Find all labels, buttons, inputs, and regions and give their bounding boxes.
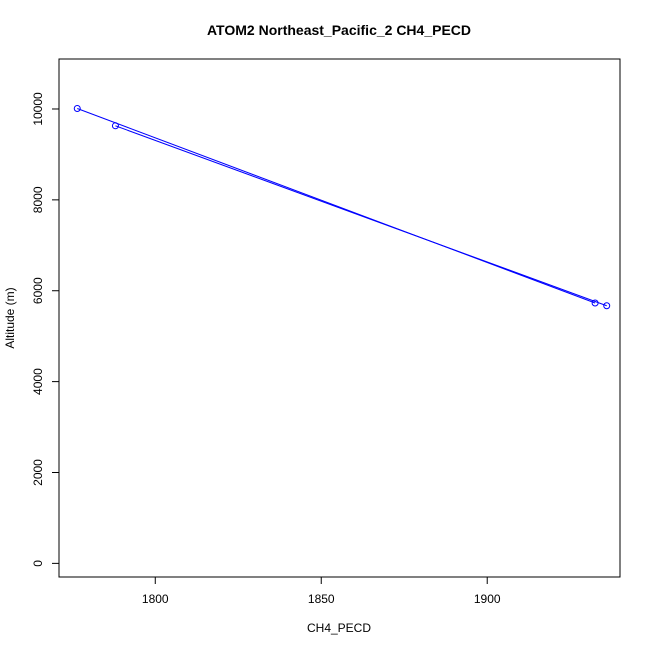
x-tick-label: 1800 <box>142 592 169 606</box>
y-axis-label: Altitude (m) <box>3 287 17 348</box>
data-point <box>603 302 611 310</box>
x-axis: 1800 1850 1900 <box>142 576 501 606</box>
x-tick-label: 1850 <box>308 592 335 606</box>
data-point <box>111 122 119 130</box>
series-line <box>115 125 607 307</box>
y-axis: 0 2000 4000 6000 8000 10000 <box>31 92 60 567</box>
x-tick-label: 1900 <box>474 592 501 606</box>
y-tick-label: 0 <box>31 560 45 567</box>
y-tick-label: 4000 <box>31 368 45 395</box>
x-axis-label: CH4_PECD <box>307 621 371 635</box>
data-point <box>591 299 599 307</box>
y-tick-label: 8000 <box>31 186 45 213</box>
series-line <box>77 108 596 304</box>
series-layer <box>73 105 611 310</box>
y-tick-label: 2000 <box>31 459 45 486</box>
chart-title: ATOM2 Northeast_Pacific_2 CH4_PECD <box>207 22 471 38</box>
plot-frame <box>58 58 621 578</box>
y-tick-label: 10000 <box>31 92 45 126</box>
data-point <box>73 105 81 113</box>
y-tick-label: 6000 <box>31 277 45 304</box>
